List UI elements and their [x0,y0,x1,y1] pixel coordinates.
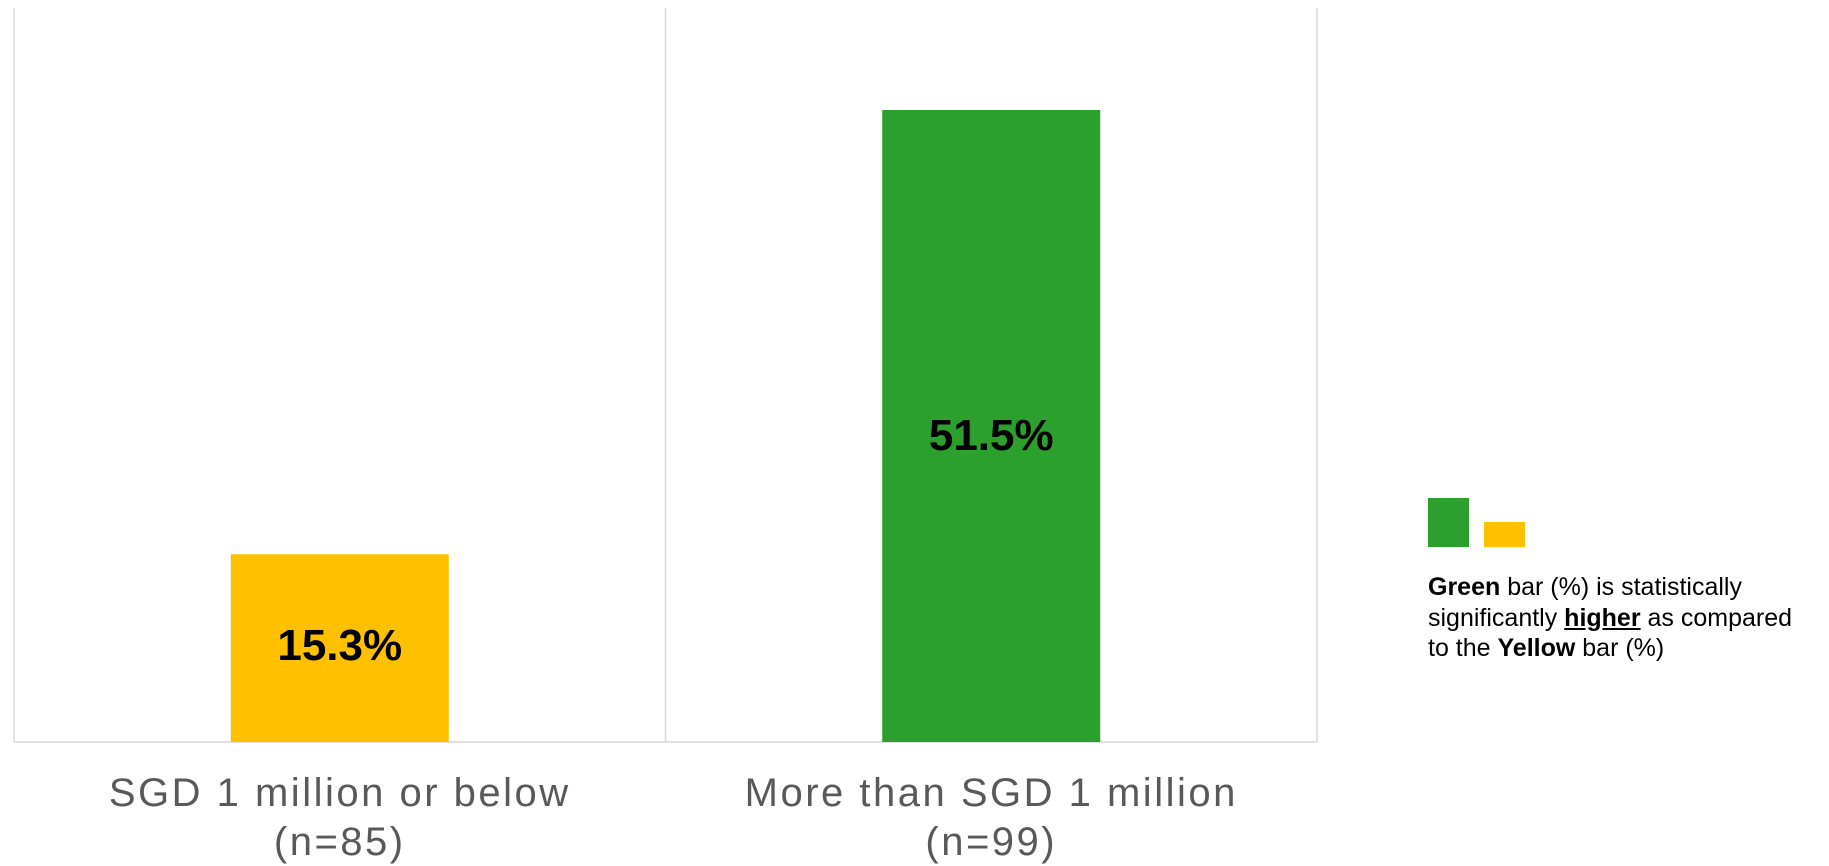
legend-green-swatch [1428,498,1469,547]
note-part-1: bar (%) is statistically significantly [1428,573,1742,632]
note-part-3: as compared to the [1428,603,1793,663]
bar-2 [882,110,1101,742]
significance-note: Green bar (%) is statistically significa… [1428,572,1818,664]
category-label-line2: (n=99) [925,820,1057,864]
category-label-line1: SGD 1 million or below [109,771,571,815]
category-labels-group: SGD 1 million or below (n=85) More than SG… [109,771,1238,864]
data-labels-group: 15.3% 51.5% [277,411,1053,670]
note-part-green: Green [1428,573,1501,601]
data-label-1: 15.3% [277,621,402,670]
note-part-5: bar (%) [1575,634,1665,662]
bar-1 [230,554,449,742]
category-label-line1: More than SGD 1 million [745,771,1238,815]
legend-yellow-swatch [1484,522,1525,547]
note-part-higher: higher [1564,603,1641,632]
category-label-line2: (n=85) [274,820,406,864]
plot-frame [13,8,1318,743]
data-label-2: 51.5% [929,411,1054,460]
bars-group [230,110,1101,742]
note-part-yellow: Yellow [1497,634,1576,662]
